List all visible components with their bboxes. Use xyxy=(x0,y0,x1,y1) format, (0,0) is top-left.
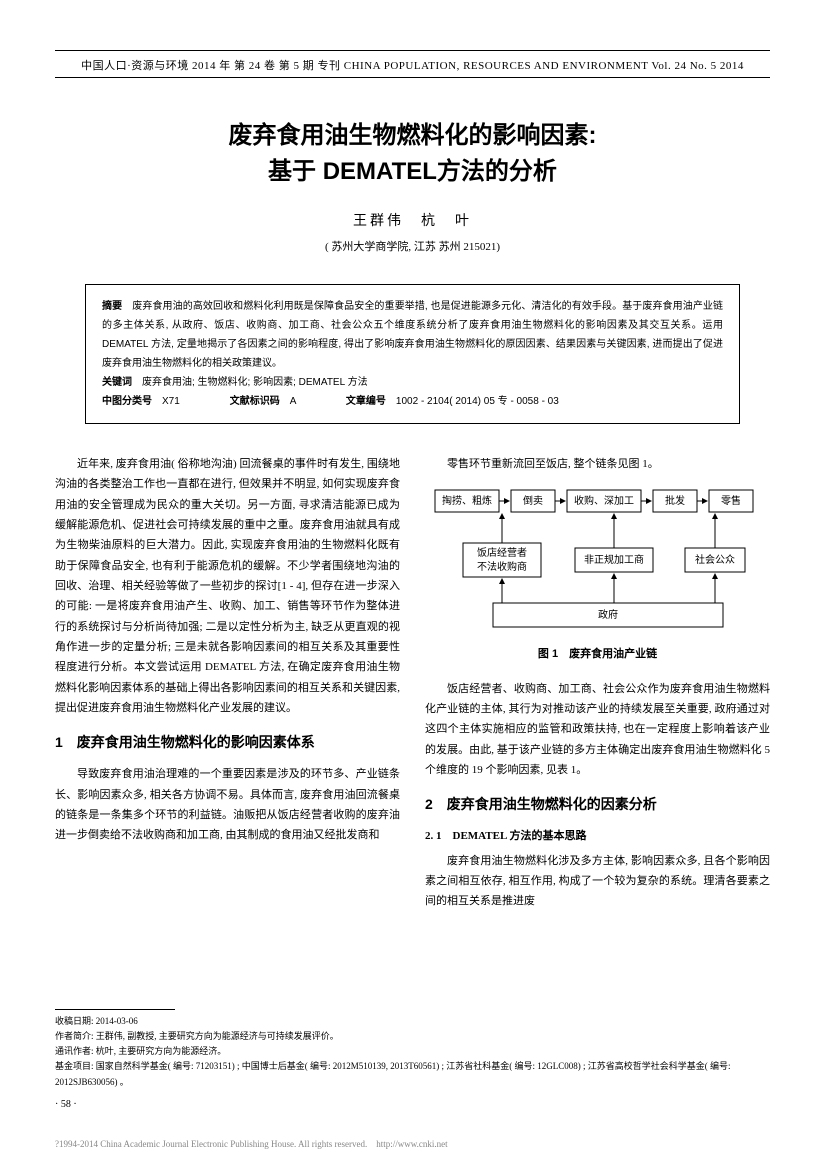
article-id: 1002 - 2104( 2014) 05 专 - 0058 - 03 xyxy=(396,396,559,407)
para-s1: 导致废弃食用油治理难的一个重要因素是涉及的环节多、产业链条长、影响因素众多, 相… xyxy=(55,764,400,845)
keywords: 废弃食用油; 生物燃料化; 影响因素; DEMATEL 方法 xyxy=(142,377,368,388)
abstract-text: 废弃食用油的高效回收和燃料化利用既是保障食品安全的重要举措, 也是促进能源多元化… xyxy=(102,301,723,369)
diagram-box-3: 收购、深加工 xyxy=(574,494,634,507)
left-column: 近年来, 废弃食用油( 俗称地沟油) 回流餐桌的事件时有发生, 围绕地沟油的各类… xyxy=(55,454,400,912)
diagram-box-7: 非正规加工商 xyxy=(584,553,644,566)
doc-code: A xyxy=(290,396,296,407)
keywords-label: 关键词 xyxy=(102,377,132,388)
diagram-box-6b: 不法收购商 xyxy=(477,560,527,573)
diagram-box-2: 倒卖 xyxy=(523,495,543,507)
diagram-box-5: 零售 xyxy=(721,494,741,507)
diagram-box-6a: 饭店经营者 xyxy=(477,546,527,559)
article-title: 废弃食用油生物燃料化的影响因素: 基于 DEMATEL方法的分析 xyxy=(55,118,770,190)
para-r2: 饭店经营者、收购商、加工商、社会公众作为废弃食用油生物燃料化产业链的主体, 其行… xyxy=(425,679,770,781)
funding: 基金项目: 国家自然科学基金( 编号: 71203151) ; 中国博士后基金(… xyxy=(55,1059,770,1090)
title-line-2: 基于 DEMATEL方法的分析 xyxy=(55,154,770,190)
affiliation: ( 苏州大学商学院, 江苏 苏州 215021) xyxy=(55,238,770,254)
abstract-box: 摘要 废弃食用油的高效回收和燃料化利用既是保障食品安全的重要举措, 也是促进能源… xyxy=(85,284,740,424)
author-bio: 作者简介: 王群伟, 副教授, 主要研究方向为能源经济与可持续发展评价。 xyxy=(55,1029,770,1044)
title-line-1: 废弃食用油生物燃料化的影响因素: xyxy=(55,118,770,154)
journal-header: 中国人口·资源与环境 2014 年 第 24 卷 第 5 期 专刊 CHINA … xyxy=(55,57,770,73)
doc-code-label: 文献标识码 xyxy=(230,396,280,407)
abstract-label: 摘要 xyxy=(102,301,122,312)
right-column: 零售环节重新流回至饭店, 整个链条见图 1。 掏捞、粗炼 倒卖 收购、深加工 批… xyxy=(425,454,770,912)
para-r1: 零售环节重新流回至饭店, 整个链条见图 1。 xyxy=(425,454,770,474)
article-id-label: 文章编号 xyxy=(346,396,386,407)
received-date: 收稿日期: 2014-03-06 xyxy=(55,1014,770,1029)
diagram-box-4: 批发 xyxy=(665,494,685,507)
figure-1-caption: 图 1 废弃食用油产业链 xyxy=(425,644,770,664)
section-2-title: 2 废弃食用油生物燃料化的因素分析 xyxy=(425,792,770,818)
authors: 王群伟 杭 叶 xyxy=(55,210,770,230)
section-2-1-title: 2. 1 DEMATEL 方法的基本思路 xyxy=(425,826,770,846)
class-value: X71 xyxy=(162,396,180,407)
page-number: · 58 · xyxy=(55,1096,770,1113)
para-intro: 近年来, 废弃食用油( 俗称地沟油) 回流餐桌的事件时有发生, 围绕地沟油的各类… xyxy=(55,454,400,718)
para-r3: 废弃食用油生物燃料化涉及多方主体, 影响因素众多, 且各个影响因素之间相互依存,… xyxy=(425,851,770,912)
figure-1-diagram: 掏捞、粗炼 倒卖 收购、深加工 批发 零售 饭店经营者 不法收购商 非正 xyxy=(425,488,770,664)
diagram-box-8: 社会公众 xyxy=(695,553,735,566)
diagram-box-1: 掏捞、粗炼 xyxy=(442,494,492,507)
copyright-line: ?1994-2014 China Academic Journal Electr… xyxy=(55,1137,770,1150)
section-1-title: 1 废弃食用油生物燃料化的影响因素体系 xyxy=(55,730,400,756)
class-label: 中图分类号 xyxy=(102,396,152,407)
footer: 收稿日期: 2014-03-06 作者简介: 王群伟, 副教授, 主要研究方向为… xyxy=(55,1009,770,1113)
corresponding-author: 通讯作者: 杭叶, 主要研究方向为能源经济。 xyxy=(55,1044,770,1059)
diagram-box-gov: 政府 xyxy=(598,608,618,621)
